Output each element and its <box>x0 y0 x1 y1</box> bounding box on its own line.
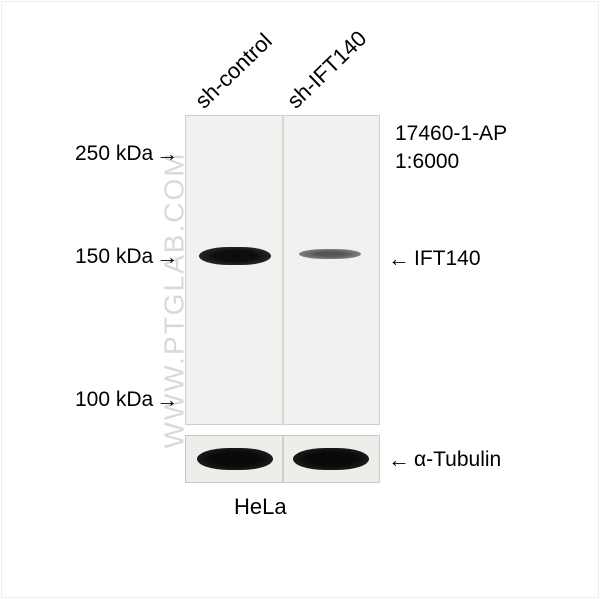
lane-label-knockdown: sh-IFT140 <box>282 26 372 114</box>
mw-marker-100: 100 kDa → <box>75 388 178 412</box>
label-text: IFT140 <box>414 247 481 271</box>
band-label-ift140: ← IFT140 <box>388 247 481 271</box>
band-ift140-knockdown <box>299 249 361 259</box>
mw-marker-150: 150 kDa → <box>75 245 178 269</box>
western-blot <box>185 115 380 495</box>
band-label-tubulin: ← α-Tubulin <box>388 448 501 472</box>
antibody-catalog: 17460-1-AP <box>395 120 507 148</box>
arrow-right-icon: → <box>156 143 178 165</box>
lane-divider <box>282 435 284 483</box>
mw-marker-250: 250 kDa → <box>75 142 178 166</box>
antibody-info: 17460-1-AP 1:6000 <box>395 120 507 177</box>
arrow-right-icon: → <box>156 389 178 411</box>
antibody-dilution: 1:6000 <box>395 148 507 176</box>
arrow-right-icon: → <box>156 246 178 268</box>
lane-label-control: sh-control <box>190 28 278 114</box>
marker-text: 150 kDa <box>75 245 153 269</box>
marker-text: 100 kDa <box>75 388 153 412</box>
marker-text: 250 kDa <box>75 142 153 166</box>
band-ift140-control <box>199 247 271 265</box>
cell-line-label: HeLa <box>234 494 287 520</box>
band-tubulin-knockdown <box>293 448 369 470</box>
label-text: α-Tubulin <box>414 448 501 472</box>
band-tubulin-control <box>197 448 273 470</box>
arrow-left-icon: ← <box>388 449 410 471</box>
arrow-left-icon: ← <box>388 248 410 270</box>
lane-divider <box>282 115 284 425</box>
